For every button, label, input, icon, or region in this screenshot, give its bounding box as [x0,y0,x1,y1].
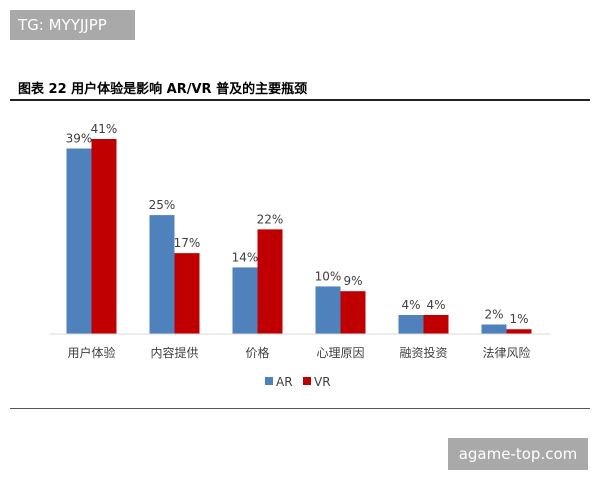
data-label-vr-5: 1% [509,312,528,326]
data-label-vr-4: 4% [426,298,445,312]
data-label-vr-0: 41% [91,122,118,136]
watermark-site: agame-top.com [448,438,588,470]
data-labels-layer: 39%41% 25% 17% 14% 22% 10% 9% 4% 4% 2% 1% [66,122,529,326]
category-label-1: 内容提供 [150,345,198,360]
bottom-rule [10,408,590,409]
category-label-4: 融资投资 [399,345,447,360]
bar-vr-4 [423,314,449,334]
data-label-vr-3: 9% [343,274,362,288]
data-label-vr-2: 22% [257,212,284,226]
title-rule [10,99,590,101]
bar-ar-4 [398,314,424,334]
bar-ar-0 [66,148,92,334]
watermark-tg: TG: MYYJJPP [10,10,135,40]
category-labels-layer: 用户体验 内容提供 价格 心理原因 融资投资 法律风险 [67,345,530,360]
data-label-ar-1: 25% [149,198,176,212]
legend-label-ar: AR [276,375,293,389]
legend: AR VR [265,375,331,389]
category-label-5: 法律风险 [482,345,530,360]
category-label-2: 价格 [245,345,269,360]
data-label-ar-5: 2% [484,307,503,321]
legend-swatch-ar [265,377,273,385]
legend-swatch-vr [303,377,311,385]
bar-ar-5 [481,324,507,334]
bar-ar-3 [315,286,341,334]
data-label-ar-3: 10% [315,269,342,283]
bar-ar-2 [232,267,258,334]
bar-vr-1 [174,253,200,334]
bar-vr-0 [91,139,117,334]
bar-vr-3 [340,291,366,334]
data-label-ar-0: 39% [66,132,93,146]
legend-label-vr: VR [314,375,331,389]
data-label-ar-4: 4% [401,298,420,312]
data-label-ar-2: 14% [232,250,259,264]
bars-layer [66,139,532,334]
category-label-0: 用户体验 [67,345,115,360]
figure-title: 图表 22 用户体验是影响 AR/VR 普及的主要瓶颈 [18,82,308,97]
bar-vr-5 [506,329,532,334]
data-label-vr-1: 17% [174,236,201,250]
bar-ar-1 [149,215,175,334]
bar-vr-2 [257,229,283,334]
category-label-3: 心理原因 [316,346,364,360]
